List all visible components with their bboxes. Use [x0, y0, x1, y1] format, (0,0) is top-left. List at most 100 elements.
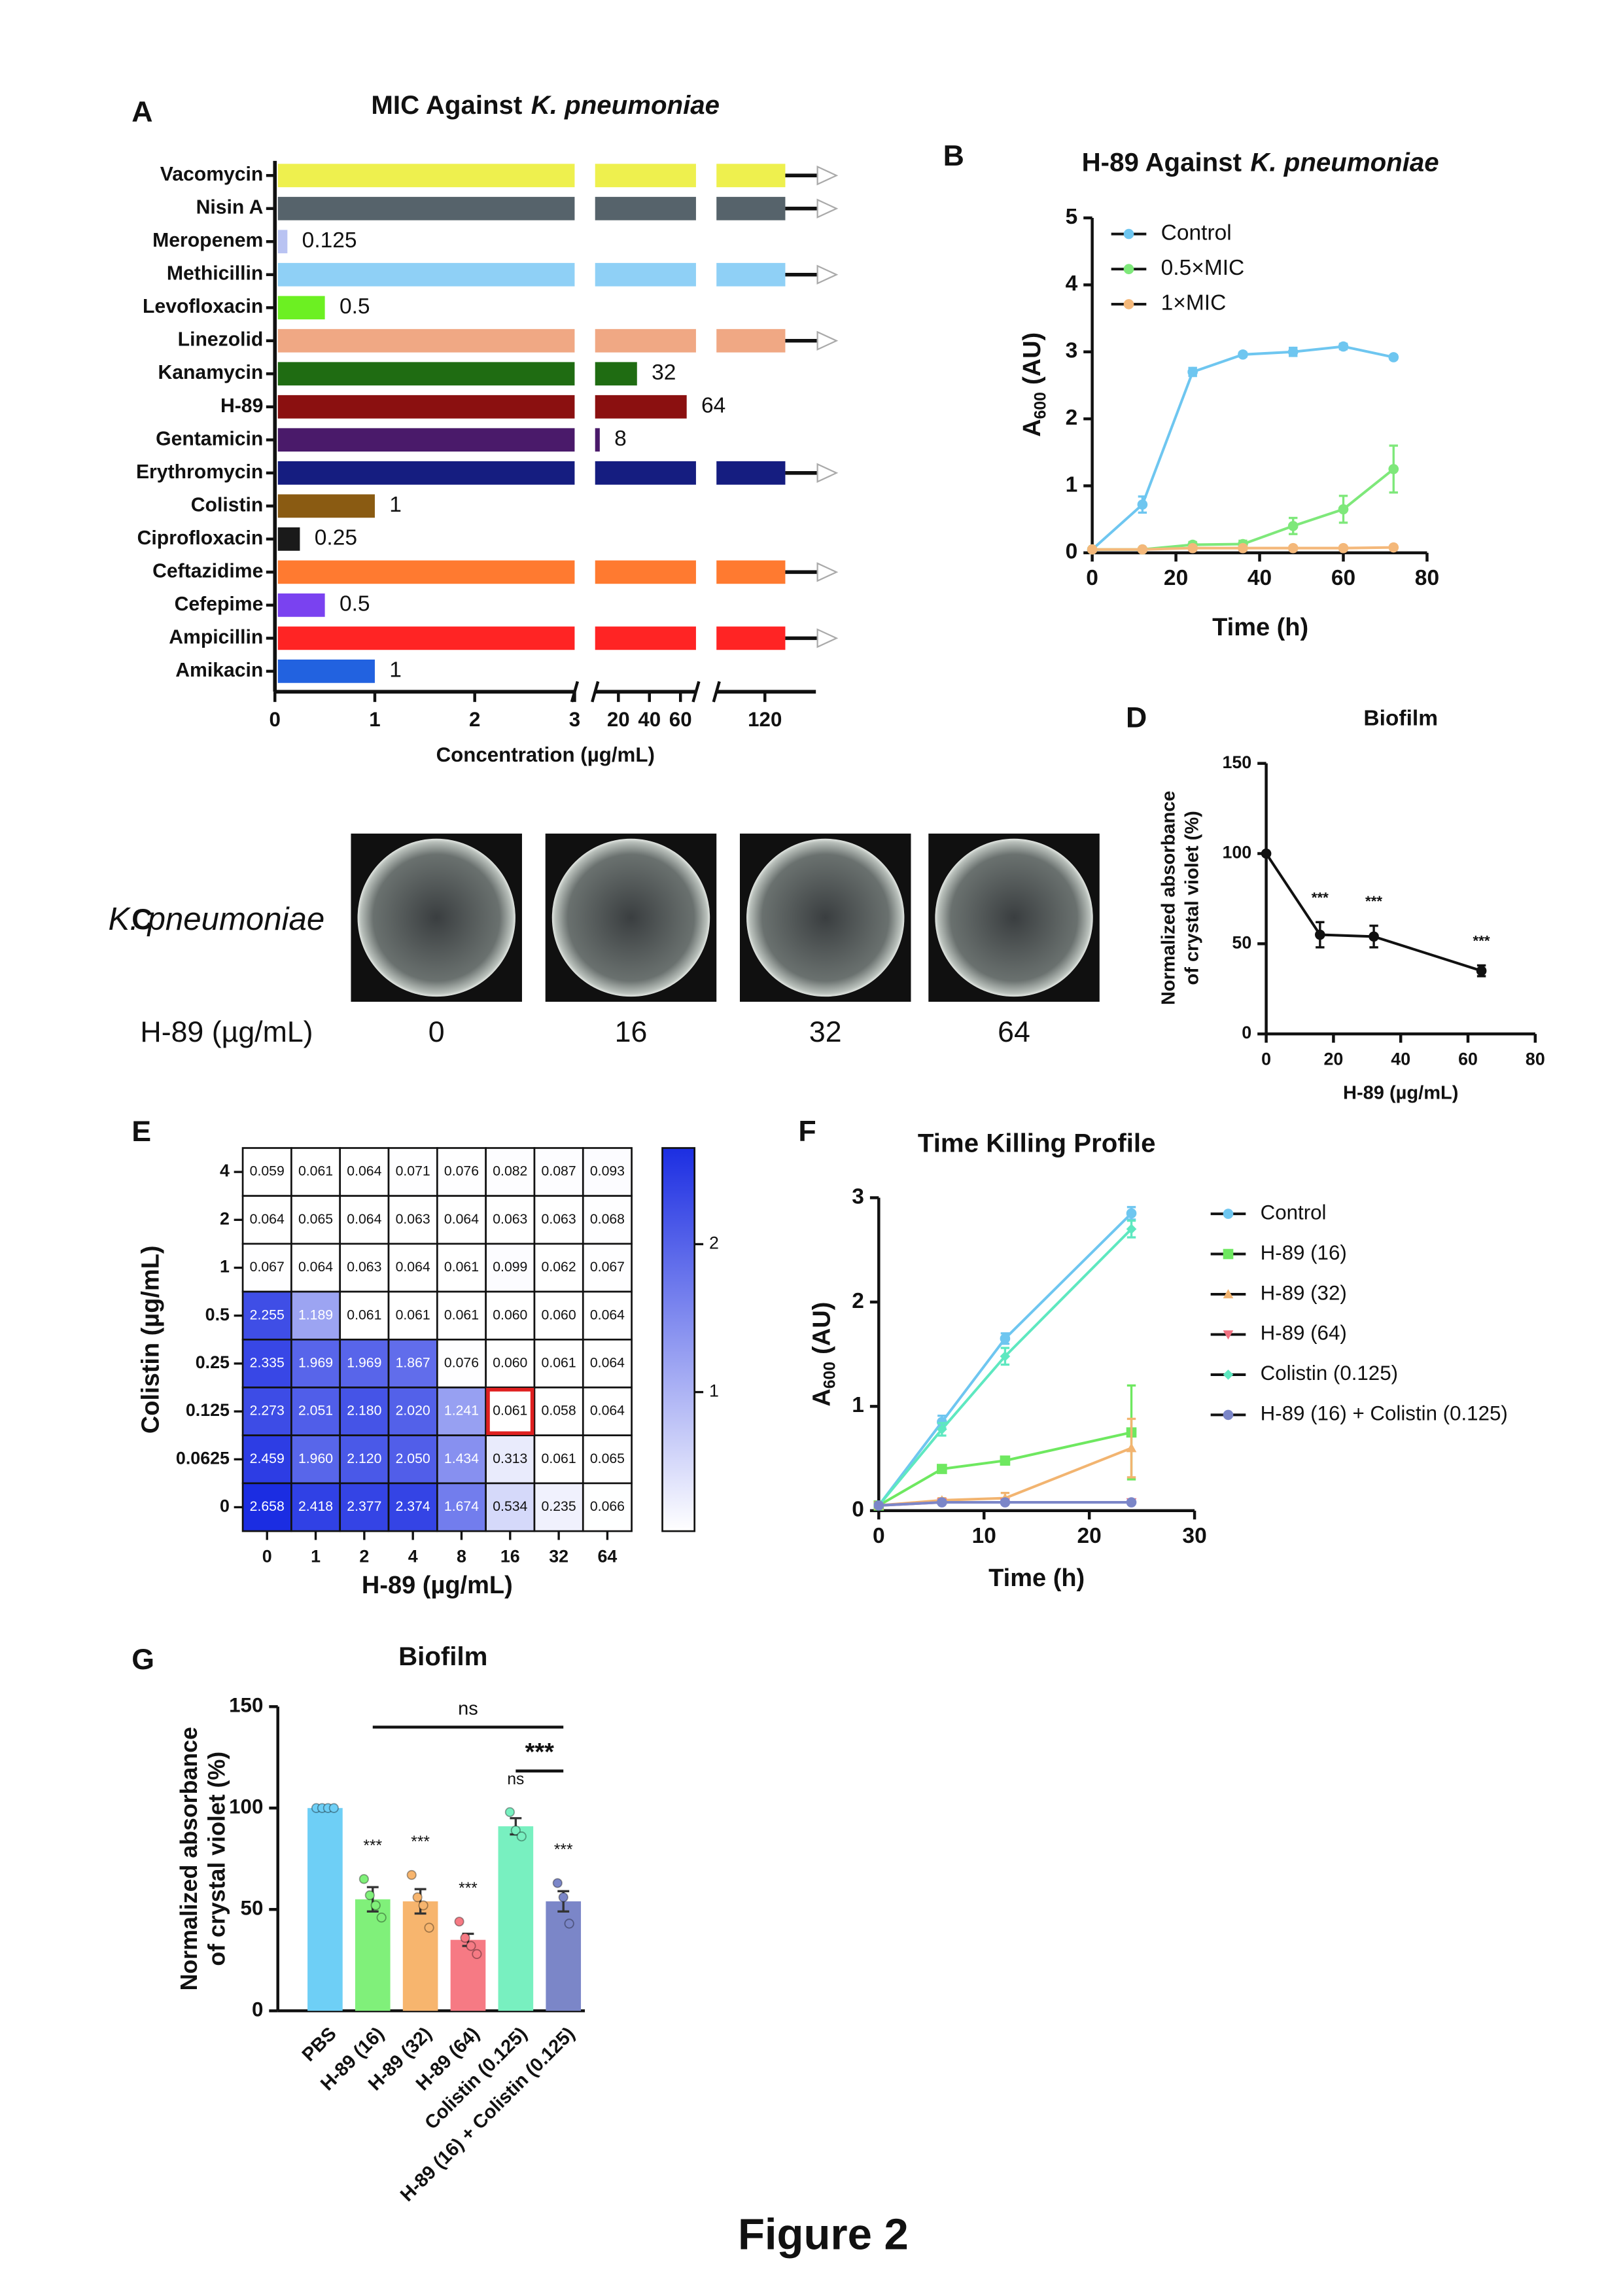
x-tick-label: 120 — [748, 708, 782, 731]
arrow-head — [816, 628, 839, 648]
cell-label: 0.064 — [396, 1260, 430, 1275]
heatmap-cell — [387, 1147, 438, 1197]
heatmap-cell — [290, 1338, 341, 1388]
heatmap-cell — [241, 1243, 292, 1293]
bar — [277, 428, 600, 452]
dose-label: 64 — [998, 1016, 1030, 1048]
x-tick-label: 64 — [598, 1546, 618, 1566]
y-axis-label: A600 (AU) — [808, 1302, 839, 1407]
y-tick-label: 2 — [852, 1289, 864, 1313]
arrow-head — [816, 264, 839, 285]
marker — [1000, 1351, 1011, 1362]
data-point — [504, 1807, 515, 1818]
y-tick-label: 50 — [241, 1896, 264, 1919]
y-tick-label: 1 — [220, 1257, 230, 1277]
x-tick-label: 60 — [1331, 566, 1355, 590]
label-part: A — [808, 1388, 835, 1406]
y-tick-label: 2 — [1066, 406, 1078, 430]
marker — [1137, 499, 1148, 510]
y-tick-label: 0 — [252, 1998, 263, 2021]
chart-title: Biofilm — [1363, 706, 1438, 730]
x-tick-label: 0 — [270, 708, 281, 731]
plate — [746, 838, 905, 997]
marker — [1123, 299, 1134, 309]
cell-label: 0.064 — [590, 1404, 625, 1419]
marker — [1223, 1409, 1234, 1421]
marker — [1238, 349, 1248, 360]
cell-label: 2.255 — [250, 1307, 285, 1322]
x-tick-label: 40 — [638, 708, 661, 731]
cell-label: 2.180 — [347, 1404, 381, 1419]
y-tick-label: Colistin — [191, 494, 264, 516]
panel-letter: D — [1126, 701, 1147, 733]
cell-label: 0.067 — [590, 1260, 625, 1275]
marker — [1223, 1248, 1234, 1260]
heatmap-cell — [339, 1243, 390, 1293]
heatmap-cell — [485, 1195, 536, 1245]
cell-label: 0.065 — [590, 1451, 625, 1466]
label-part: A — [1019, 419, 1046, 436]
x-axis-label: Time (h) — [988, 1564, 1085, 1592]
label-part: 600 — [1032, 392, 1049, 419]
marker — [1126, 1497, 1137, 1508]
x-tick-label: 10 — [972, 1524, 996, 1548]
bar — [277, 626, 786, 650]
cell-label: 2.050 — [396, 1451, 430, 1466]
value-label: 0.5 — [340, 592, 370, 616]
series-line — [1265, 853, 1482, 972]
y-tick-label: 150 — [229, 1694, 263, 1717]
bar — [546, 1901, 582, 2011]
data-point — [370, 1900, 381, 1911]
marker — [937, 1497, 947, 1508]
panel-letter: C — [131, 904, 152, 936]
marker — [1223, 1209, 1234, 1219]
cell-label: 0.061 — [396, 1307, 430, 1322]
title-part: MIC Against — [371, 90, 522, 120]
cell-label: 0.062 — [542, 1260, 576, 1275]
y-axis-label: Normalized absorbance — [1159, 790, 1179, 1005]
data-point — [406, 1869, 417, 1881]
heatmap-cell — [436, 1434, 487, 1485]
panel-letter: G — [131, 1644, 154, 1676]
comparison-label: *** — [525, 1739, 555, 1766]
heatmap-cell — [290, 1243, 341, 1293]
cell-label: 0.063 — [347, 1260, 381, 1275]
cell-label: 0.071 — [396, 1164, 430, 1179]
y-axis-label: of crystal violet (%) — [204, 1752, 230, 1966]
series-line — [877, 1212, 1132, 1507]
data-point — [328, 1803, 339, 1813]
bar — [277, 395, 687, 419]
y-tick-label: Methicillin — [167, 263, 263, 285]
x-tick-label: 80 — [1415, 566, 1439, 590]
cell-label: 2.377 — [347, 1499, 381, 1514]
x-tick-label: 20 — [607, 708, 630, 731]
x-tick-label: 20 — [1323, 1049, 1343, 1069]
value-label: 8 — [614, 427, 627, 451]
cell-label: 0.099 — [493, 1260, 527, 1275]
y-tick-label: Cefepime — [175, 593, 264, 615]
marker — [1126, 1443, 1137, 1453]
cell-label: 1.241 — [444, 1404, 479, 1419]
marker — [1000, 1497, 1011, 1508]
y-tick-label: 0 — [1242, 1023, 1251, 1042]
arrow-head — [816, 198, 839, 219]
cell-label: 0.087 — [542, 1164, 576, 1179]
bar — [498, 1826, 534, 2011]
figure-title: Figure 2 — [738, 2210, 909, 2259]
heatmap-cell — [339, 1195, 390, 1245]
panel-letter: F — [798, 1116, 816, 1148]
heatmap-cell — [582, 1386, 633, 1437]
y-tick-label: Ceftazidime — [152, 560, 263, 582]
heatmap-cell — [485, 1434, 536, 1485]
bar — [277, 164, 786, 188]
arrow-head — [816, 562, 839, 582]
cell-label: 0.064 — [590, 1355, 625, 1370]
comparison-label: ns — [458, 1698, 478, 1719]
arrow-head — [816, 463, 839, 483]
dose-label: 32 — [809, 1016, 842, 1048]
y-axis-label: A600 (AU) — [1019, 332, 1049, 437]
y-tick-label: 5 — [1066, 205, 1078, 229]
y-tick-label: Levofloxacin — [143, 296, 263, 317]
x-tick-label: 20 — [1077, 1524, 1102, 1548]
data-point — [358, 1874, 369, 1884]
